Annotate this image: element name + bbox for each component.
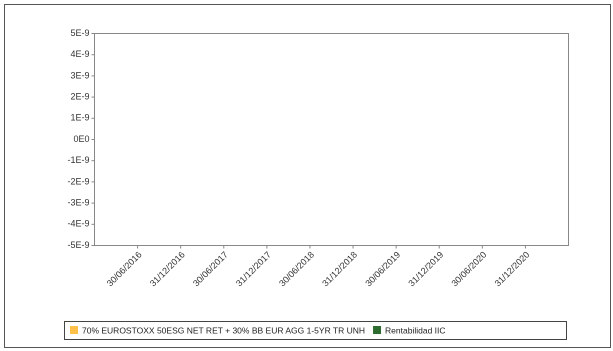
legend-box (64, 321, 567, 340)
y-tick-label: -2E-9 (67, 176, 89, 186)
y-tick-label: 2E-9 (70, 91, 89, 101)
legend-swatch (373, 326, 382, 334)
y-tick-label: -1E-9 (67, 155, 89, 165)
legend-swatch (70, 326, 78, 334)
plot-area (94, 33, 569, 246)
y-tick-label: -4E-9 (67, 219, 89, 229)
y-tick-label: -3E-9 (67, 197, 89, 207)
y-tick-label: 1E-9 (70, 113, 89, 123)
y-tick-label: 3E-9 (70, 70, 89, 80)
y-tick-label: 5E-9 (70, 28, 89, 38)
y-tick-label: 4E-9 (70, 49, 89, 59)
legend-label: Rentabilidad IIC (385, 325, 445, 335)
y-tick-label: 0E0 (73, 134, 89, 144)
y-tick-label: -5E-9 (67, 240, 89, 250)
legend-label: 70% EUROSTOXX 50ESG NET RET + 30% BB EUR… (82, 325, 365, 335)
